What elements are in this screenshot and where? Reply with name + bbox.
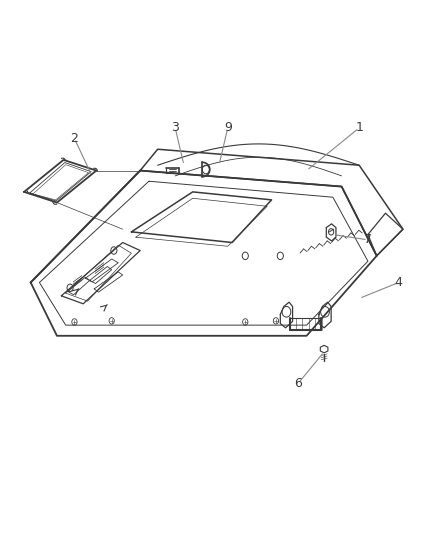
Text: 3: 3 xyxy=(171,122,179,134)
Text: 9: 9 xyxy=(224,122,232,134)
Text: 6: 6 xyxy=(294,377,302,390)
Text: 2: 2 xyxy=(71,132,78,145)
Text: 7: 7 xyxy=(364,233,372,246)
Text: 4: 4 xyxy=(395,276,403,289)
Text: 1: 1 xyxy=(355,122,363,134)
